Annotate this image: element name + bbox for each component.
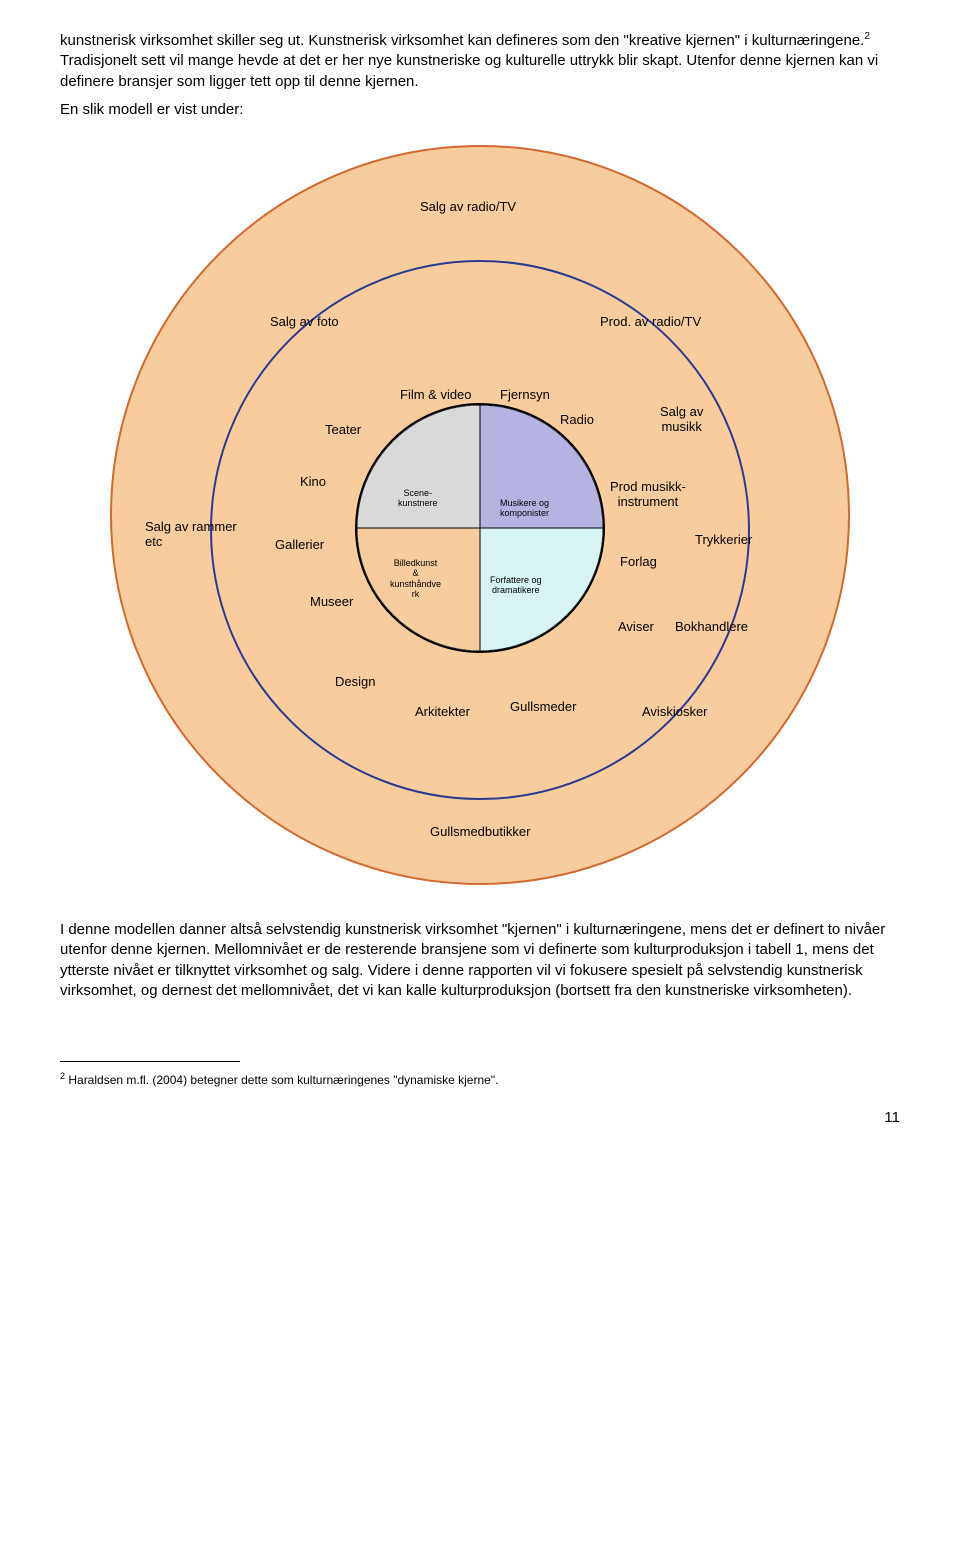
label-prod-musikk: Prod musikk- instrument [610, 480, 686, 510]
label-teater: Teater [325, 423, 361, 438]
label-gullsmedbutikker: Gullsmedbutikker [430, 825, 530, 840]
label-salg-foto: Salg av foto [270, 315, 339, 330]
label-prod-radio-tv: Prod. av radio/TV [600, 315, 701, 330]
label-salg-musikk: Salg av musikk [660, 405, 703, 435]
paragraph-1: kunstnerisk virksomhet skiller seg ut. K… [60, 30, 900, 92]
label-radio: Radio [560, 413, 594, 428]
label-trykkerier: Trykkerier [695, 533, 752, 548]
p1-text-a: kunstnerisk virksomhet skiller seg ut. K… [60, 32, 864, 49]
label-kino: Kino [300, 475, 326, 490]
page-number: 11 [60, 1108, 900, 1128]
label-film-video: Film & video [400, 388, 472, 403]
p1-text-b: Tradisjonelt sett vil mange hevde at det… [60, 52, 878, 89]
label-arkitekter: Arkitekter [415, 705, 470, 720]
footnote: 2 Haraldsen m.fl. (2004) betegner dette … [60, 1070, 900, 1088]
ring-inner [355, 403, 605, 653]
footnote-text: Haraldsen m.fl. (2004) betegner dette so… [65, 1073, 498, 1087]
label-billedkunst: Billedkunst & kunsthåndve rk [390, 558, 441, 599]
label-salg-radio-tv: Salg av radio/TV [420, 200, 516, 215]
label-bokhandlere: Bokhandlere [675, 620, 748, 635]
concentric-diagram: Salg av radio/TV Salg av foto Prod. av r… [110, 145, 850, 885]
label-aviser: Aviser [618, 620, 654, 635]
label-forfattere: Forfattere og dramatikere [490, 575, 542, 596]
footnote-separator [60, 1061, 240, 1062]
label-aviskiosker: Aviskiosker [642, 705, 708, 720]
label-gullsmeder: Gullsmeder [510, 700, 576, 715]
pie-chart [357, 405, 603, 651]
p1-sup: 2 [864, 31, 870, 42]
label-forlag: Forlag [620, 555, 657, 570]
label-gallerier: Gallerier [275, 538, 324, 553]
diagram-container: Salg av radio/TV Salg av foto Prod. av r… [60, 145, 900, 885]
label-scenekunstnere: Scene- kunstnere [398, 488, 438, 509]
label-salg-rammer: Salg av rammer etc [145, 520, 237, 550]
label-fjernsyn: Fjernsyn [500, 388, 550, 403]
label-musikere: Musikere og komponister [500, 498, 549, 519]
label-design: Design [335, 675, 375, 690]
paragraph-3: I denne modellen danner altså selvstendi… [60, 920, 900, 1001]
label-museer: Museer [310, 595, 353, 610]
paragraph-2: En slik modell er vist under: [60, 100, 900, 120]
